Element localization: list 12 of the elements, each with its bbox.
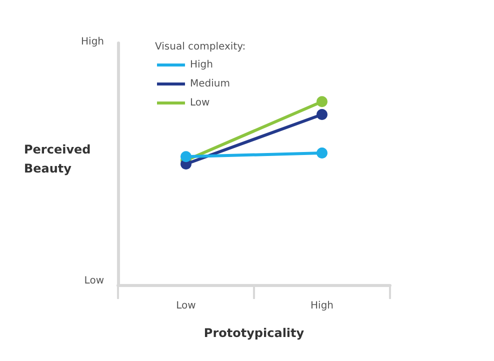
y-axis-title: Perceived Beauty bbox=[24, 142, 95, 176]
point bbox=[316, 109, 328, 120]
point bbox=[180, 151, 192, 162]
text: Low bbox=[84, 276, 104, 286]
point bbox=[316, 148, 328, 158]
text: High bbox=[81, 36, 104, 48]
point bbox=[316, 96, 328, 108]
legend-label: Low bbox=[190, 98, 210, 108]
legend-title: Visual complexity: bbox=[155, 42, 246, 52]
legend-label: Medium bbox=[190, 78, 230, 90]
legend-label: High bbox=[190, 60, 213, 70]
x-axis-title: Prototypicality bbox=[204, 326, 304, 340]
